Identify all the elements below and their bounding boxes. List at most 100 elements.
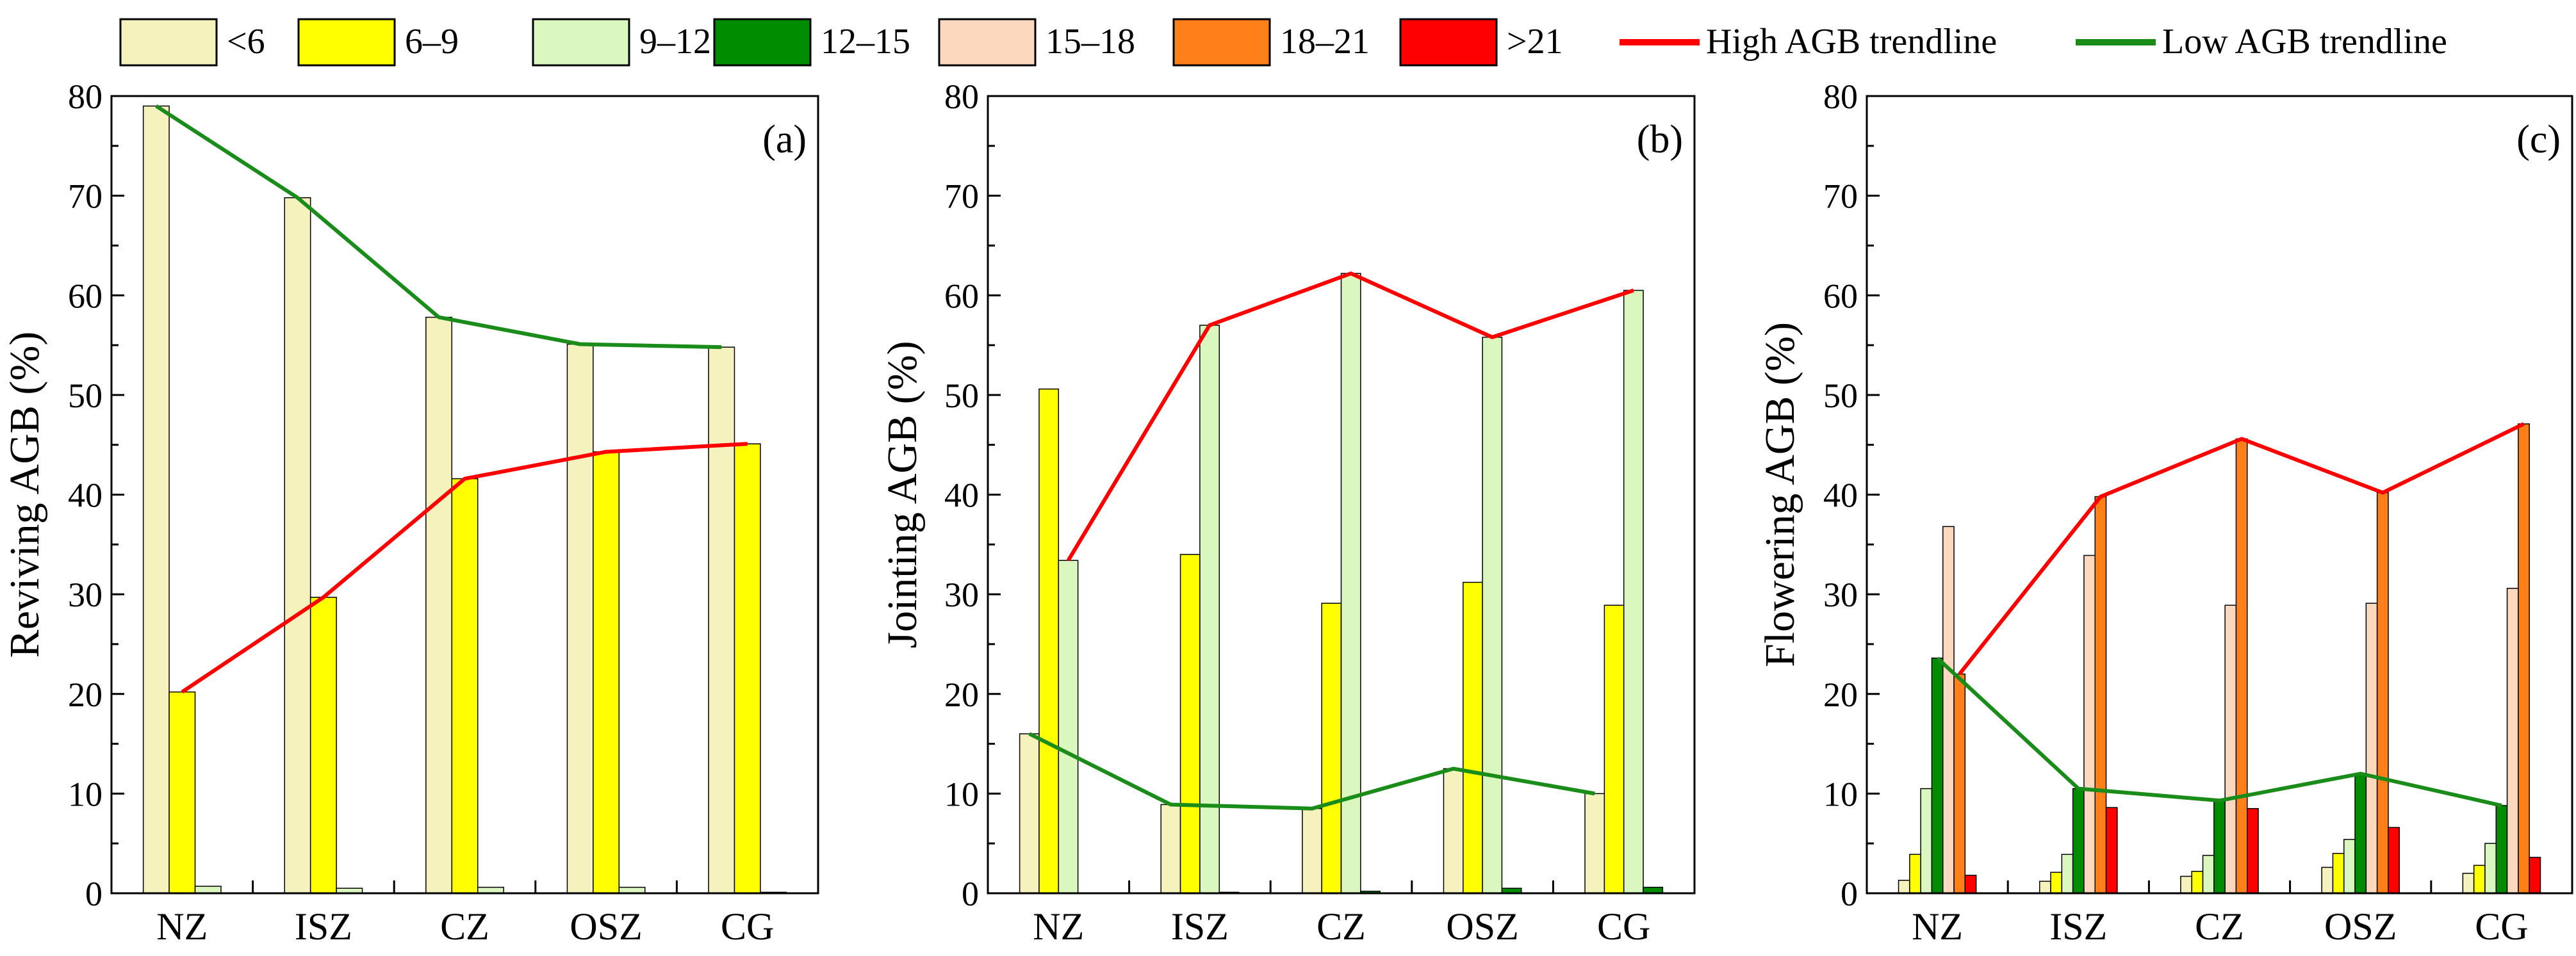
bar-group bbox=[1898, 423, 2541, 894]
bar bbox=[593, 451, 620, 894]
legend-label: 15–18 bbox=[1046, 22, 1135, 61]
legend-item: 18–21 bbox=[1172, 18, 1370, 67]
chart-panel: 0 10 20 30 40 50 60 70 80 NZ ISZ CZ OSZ CG Flowering A… bbox=[1757, 77, 2573, 948]
y-tick-label: 20 bbox=[68, 676, 103, 714]
x-tick-label: NZ bbox=[1912, 905, 1963, 948]
x-tick-label: CZ bbox=[1317, 905, 1366, 948]
bar bbox=[1321, 603, 1342, 894]
bar bbox=[2365, 603, 2378, 894]
x-tick-label: CZ bbox=[2195, 905, 2244, 948]
legend-label: 6–9 bbox=[405, 22, 459, 61]
bar bbox=[2321, 866, 2334, 894]
legend-item: 12–15 bbox=[713, 18, 910, 67]
bar bbox=[2462, 873, 2475, 894]
bar bbox=[2191, 871, 2204, 894]
y-axis-label: Jointing AGB (%) bbox=[879, 341, 926, 648]
x-tick-label: NZ bbox=[1033, 905, 1084, 948]
bar bbox=[1623, 289, 1644, 894]
y-tick-label: 0 bbox=[962, 875, 979, 913]
panel-label: (c) bbox=[2516, 118, 2561, 161]
legend-item: <6 bbox=[119, 18, 265, 67]
y-tick-label: 20 bbox=[1823, 676, 1858, 714]
bar bbox=[425, 316, 453, 894]
legend-item: >21 bbox=[1399, 18, 1563, 67]
bar bbox=[1909, 854, 1921, 894]
y-tick-label: 60 bbox=[68, 277, 103, 315]
bar bbox=[284, 197, 311, 894]
y-tick-label: 10 bbox=[68, 775, 103, 813]
bar bbox=[2094, 496, 2107, 894]
legend-item: 15–18 bbox=[938, 18, 1135, 67]
y-tick-label: 80 bbox=[1823, 77, 1858, 116]
bar bbox=[1179, 554, 1201, 894]
legend-swatch bbox=[119, 18, 218, 67]
bar bbox=[2213, 800, 2226, 894]
y-tick-label: 20 bbox=[944, 676, 979, 714]
bar bbox=[1604, 604, 1625, 894]
panel-label: (a) bbox=[762, 118, 807, 161]
y-tick-label: 70 bbox=[1823, 177, 1858, 216]
bar bbox=[2495, 805, 2508, 894]
bar bbox=[708, 346, 735, 894]
y-tick-label: 30 bbox=[68, 576, 103, 614]
y-axis-label: Flowering AGB (%) bbox=[1757, 322, 1803, 667]
bar bbox=[2506, 588, 2519, 894]
bar bbox=[2061, 854, 2074, 894]
bar bbox=[2072, 788, 2085, 894]
bar bbox=[2235, 438, 2248, 894]
bar bbox=[2473, 864, 2486, 894]
legend-swatch bbox=[1172, 18, 1271, 67]
trendline bbox=[1936, 656, 2502, 807]
y-tick-label: 0 bbox=[85, 875, 103, 913]
x-tick-label: ISZ bbox=[295, 905, 352, 948]
trendline bbox=[1028, 732, 1595, 811]
chart-panels: 0 10 20 30 40 50 60 70 80 NZ ISZ CZ OSZ CG Reviving AG… bbox=[1, 77, 2573, 948]
chart-panel: 0 10 20 30 40 50 60 70 80 NZ ISZ CZ OSZ CG Jointing AG… bbox=[879, 77, 1696, 948]
y-tick-label: 40 bbox=[1823, 476, 1858, 515]
bar bbox=[1160, 804, 1181, 894]
y-tick-label: 40 bbox=[68, 476, 103, 515]
bar bbox=[1302, 807, 1322, 894]
bar bbox=[1953, 673, 1966, 894]
bar bbox=[451, 478, 479, 894]
bar bbox=[309, 597, 337, 894]
legend-label: High AGB trendline bbox=[1706, 22, 1997, 61]
x-tick-label: OSZ bbox=[570, 905, 642, 948]
bar bbox=[1340, 273, 1361, 894]
bar bbox=[2083, 555, 2096, 894]
x-tick-label: CG bbox=[1597, 905, 1650, 948]
y-tick-label: 80 bbox=[68, 77, 103, 116]
chart-panel: 0 10 20 30 40 50 60 70 80 NZ ISZ CZ OSZ CG Reviving AG… bbox=[1, 77, 819, 948]
bar bbox=[1443, 768, 1464, 894]
x-tick-label: ISZ bbox=[2049, 905, 2107, 948]
legend-swatch bbox=[1399, 18, 1498, 67]
bar bbox=[734, 443, 761, 894]
y-tick-label: 50 bbox=[944, 377, 979, 415]
y-tick-label: 30 bbox=[1823, 576, 1858, 614]
trendline bbox=[181, 442, 748, 694]
bar bbox=[2376, 492, 2389, 894]
legend-item: Low AGB trendline bbox=[2076, 22, 2447, 61]
y-tick-label: 50 bbox=[1823, 377, 1858, 415]
legend-label: >21 bbox=[1507, 22, 1563, 61]
y-tick-label: 40 bbox=[944, 476, 979, 515]
bar bbox=[142, 105, 170, 894]
bar bbox=[1482, 336, 1503, 894]
bar bbox=[1898, 880, 1910, 894]
y-axis-label: Reviving AGB (%) bbox=[1, 332, 48, 658]
bar bbox=[1463, 581, 1483, 894]
legend-label: 18–21 bbox=[1280, 22, 1370, 61]
bar bbox=[2050, 871, 2063, 894]
x-tick-label: CG bbox=[721, 905, 774, 948]
y-tick-label: 10 bbox=[1823, 775, 1858, 813]
bar bbox=[1019, 733, 1040, 894]
bar bbox=[1942, 526, 1955, 894]
bar bbox=[2180, 875, 2192, 894]
legend: <6 6–9 9–12 12–15 15–18 18–21 >21 High AGB tren… bbox=[119, 18, 2447, 67]
y-tick-label: 70 bbox=[944, 177, 979, 216]
x-tick-label: ISZ bbox=[1171, 905, 1229, 948]
y-tick-label: 80 bbox=[944, 77, 979, 116]
y-tick-label: 60 bbox=[944, 277, 979, 315]
bar bbox=[1058, 560, 1079, 894]
